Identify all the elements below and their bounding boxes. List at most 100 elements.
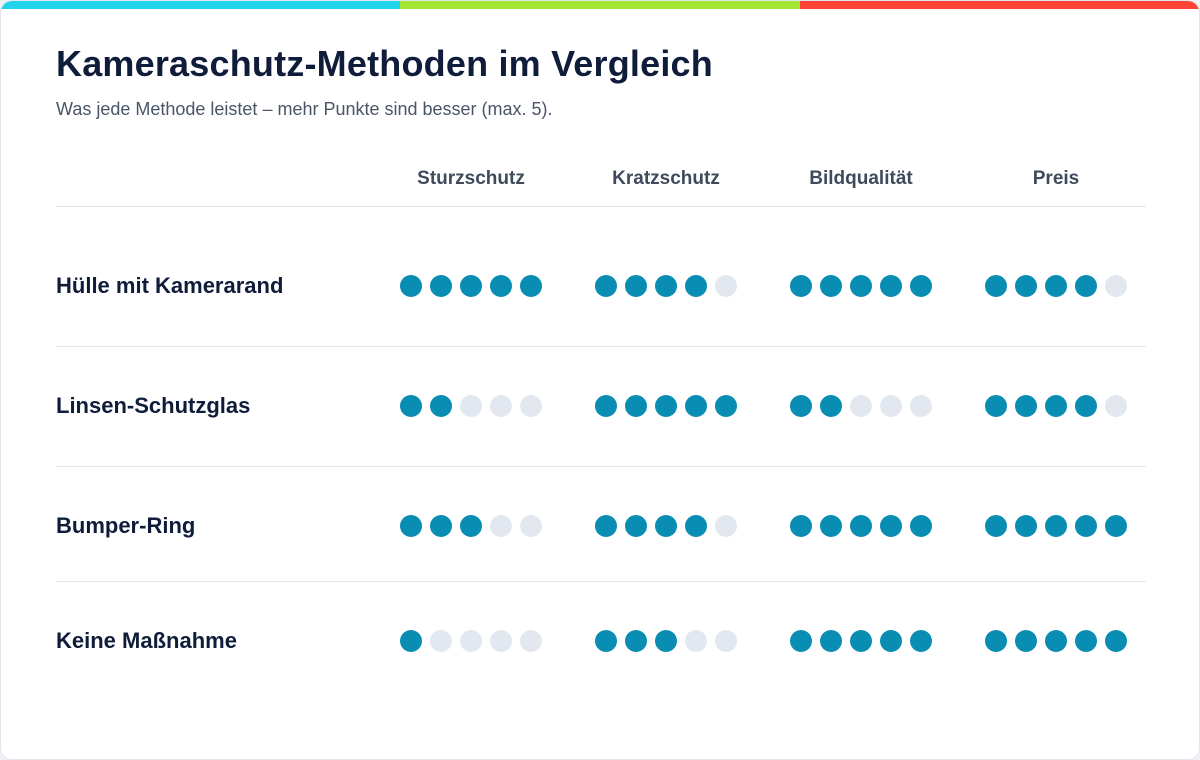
rating-dot-empty xyxy=(490,630,512,652)
rating-dot-filled xyxy=(1045,630,1067,652)
rating-dots xyxy=(985,395,1127,417)
rating-dot-filled xyxy=(625,630,647,652)
rating-dot-filled xyxy=(1015,515,1037,537)
rating-dot-filled xyxy=(1105,630,1127,652)
accent-bar-segment-cyan xyxy=(1,1,401,9)
rating-dot-filled xyxy=(880,275,902,297)
rating-dot-empty xyxy=(850,395,872,417)
rating-dot-filled xyxy=(850,515,872,537)
rating-dot-filled xyxy=(910,630,932,652)
rating-dots xyxy=(595,630,737,652)
rating-dot-filled xyxy=(715,395,737,417)
rating-dot-empty xyxy=(460,630,482,652)
rating-dot-filled xyxy=(685,515,707,537)
rating-dot-empty xyxy=(520,395,542,417)
table-row: Bumper-Ring xyxy=(56,466,1146,582)
rating-dot-filled xyxy=(820,395,842,417)
table-row: Linsen-Schutzglas xyxy=(56,346,1146,467)
page-subtitle: Was jede Methode leistet – mehr Punkte s… xyxy=(56,99,553,119)
rating-dot-filled xyxy=(985,515,1007,537)
rating-dot-filled xyxy=(400,515,422,537)
rating-dot-empty xyxy=(490,515,512,537)
rating-dot-filled xyxy=(985,395,1007,417)
rating-dot-filled xyxy=(1015,275,1037,297)
column-header: Sturzschutz xyxy=(417,168,525,189)
column-header: Preis xyxy=(1032,168,1080,189)
rating-dot-filled xyxy=(520,275,542,297)
rating-dots xyxy=(985,275,1127,297)
rating-dot-filled xyxy=(790,275,812,297)
rating-dot-filled xyxy=(655,630,677,652)
rating-dot-filled xyxy=(910,275,932,297)
rating-dot-filled xyxy=(820,630,842,652)
rating-dot-filled xyxy=(595,630,617,652)
rating-dot-filled xyxy=(625,395,647,417)
rating-dots xyxy=(595,395,737,417)
table-header: Sturzschutz Kratzschutz Bildqualität Preis xyxy=(56,161,1146,207)
row-label: Bumper-Ring xyxy=(56,513,196,538)
table-row: Hülle mit Kamerarand xyxy=(56,206,1146,347)
rating-dot-filled xyxy=(1105,515,1127,537)
rating-dot-filled xyxy=(820,515,842,537)
rating-dots xyxy=(985,630,1127,652)
rating-dot-filled xyxy=(820,275,842,297)
rating-dot-filled xyxy=(850,275,872,297)
rating-dot-filled xyxy=(400,395,422,417)
rating-dots xyxy=(400,275,542,297)
rating-dot-empty xyxy=(490,395,512,417)
row-label: Hülle mit Kamerarand xyxy=(56,273,284,298)
rating-dot-filled xyxy=(910,515,932,537)
page-title: Kameraschutz-Methoden im Vergleich xyxy=(56,43,713,84)
rating-dot-filled xyxy=(1015,395,1037,417)
rating-dot-empty xyxy=(715,515,737,537)
rating-dot-filled xyxy=(985,630,1007,652)
rating-dot-filled xyxy=(1045,395,1067,417)
column-header: Kratzschutz xyxy=(612,168,720,189)
rating-dots xyxy=(595,515,737,537)
rating-dot-filled xyxy=(790,630,812,652)
rating-dot-filled xyxy=(850,630,872,652)
rating-dot-filled xyxy=(595,515,617,537)
rating-dot-filled xyxy=(1045,515,1067,537)
rating-dot-filled xyxy=(1075,630,1097,652)
rating-dot-filled xyxy=(655,515,677,537)
rating-dot-filled xyxy=(1045,275,1067,297)
rating-dot-empty xyxy=(1105,395,1127,417)
rating-dot-empty xyxy=(520,630,542,652)
table-row: Keine Maßnahme xyxy=(56,581,1146,701)
rating-dot-filled xyxy=(400,275,422,297)
rating-dot-filled xyxy=(880,515,902,537)
rating-dots xyxy=(985,515,1127,537)
rating-dot-filled xyxy=(685,275,707,297)
rating-dot-empty xyxy=(715,630,737,652)
row-label: Linsen-Schutzglas xyxy=(56,393,251,418)
rating-dot-filled xyxy=(685,395,707,417)
accent-bar-segment-red xyxy=(799,1,1199,9)
rating-dots xyxy=(400,395,542,417)
rating-dot-empty xyxy=(460,395,482,417)
rating-dot-filled xyxy=(430,515,452,537)
rating-dot-filled xyxy=(985,275,1007,297)
rating-dots xyxy=(595,275,737,297)
rating-dot-filled xyxy=(400,630,422,652)
rating-dot-filled xyxy=(490,275,512,297)
accent-bar xyxy=(1,1,1199,9)
rating-dot-filled xyxy=(460,275,482,297)
rating-dot-filled xyxy=(595,275,617,297)
column-header: Bildqualität xyxy=(809,168,913,189)
rating-dot-empty xyxy=(880,395,902,417)
rating-dots xyxy=(790,395,932,417)
rating-dots xyxy=(400,630,542,652)
rating-dot-filled xyxy=(880,630,902,652)
rating-dot-empty xyxy=(430,630,452,652)
rating-dot-empty xyxy=(910,395,932,417)
rating-dot-filled xyxy=(625,275,647,297)
rating-dots xyxy=(790,630,932,652)
rating-dots xyxy=(400,515,542,537)
rating-dot-filled xyxy=(790,395,812,417)
rating-dot-filled xyxy=(790,515,812,537)
rating-dot-empty xyxy=(520,515,542,537)
rating-dot-filled xyxy=(655,395,677,417)
rating-dot-filled xyxy=(1015,630,1037,652)
